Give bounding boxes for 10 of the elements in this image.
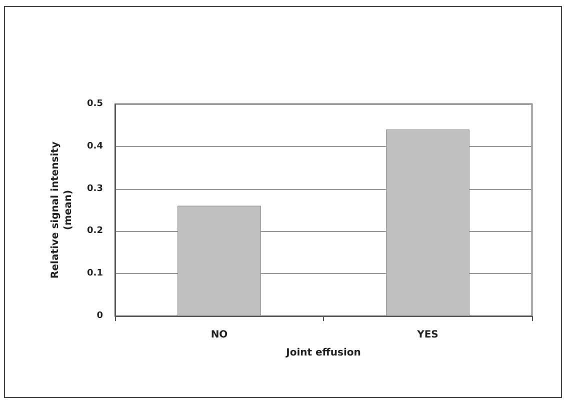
y-tick-label: 0.1 — [87, 268, 103, 279]
x-tick-label: NO — [210, 330, 228, 340]
y-tick-label: 0.5 — [87, 99, 103, 109]
x-axis-title: Joint effusion — [285, 348, 361, 358]
y-tick-label: 0.3 — [87, 184, 103, 194]
y-tick-label: 0 — [96, 311, 103, 321]
x-tick-label: YES — [416, 330, 438, 340]
y-tick-label: 0.2 — [87, 226, 103, 236]
y-axis-title: Relative signal intensity (mean) — [50, 141, 74, 278]
y-tick-label: 0.4 — [87, 141, 103, 152]
